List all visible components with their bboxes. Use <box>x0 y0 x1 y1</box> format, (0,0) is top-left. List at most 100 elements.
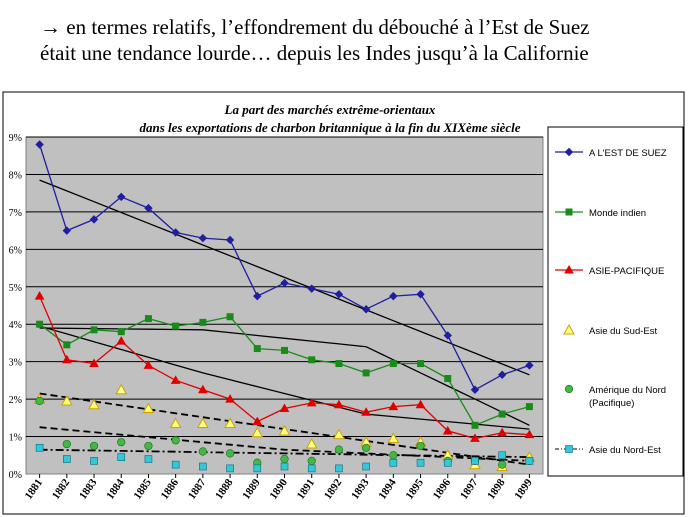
data-point <box>306 397 317 407</box>
y-tick-label: 6% <box>9 245 22 256</box>
data-point <box>253 291 262 301</box>
data-point <box>334 290 344 299</box>
chart-title-line-2: dans les exportations de charbon britann… <box>139 120 520 135</box>
data-point <box>197 417 209 428</box>
data-point <box>117 438 126 447</box>
data-point <box>563 323 575 335</box>
data-point <box>172 322 180 330</box>
data-point <box>470 385 480 394</box>
data-point <box>335 464 343 473</box>
data-point <box>471 421 479 429</box>
data-point <box>63 341 71 349</box>
data-point <box>34 291 45 300</box>
data-point <box>361 305 371 314</box>
series-group <box>35 443 534 473</box>
data-point <box>280 462 289 471</box>
data-point <box>389 360 397 368</box>
legend: A L'EST DE SUEZ Monde indien ASIE-PACIFIQU… <box>555 147 667 456</box>
data-point <box>36 320 44 328</box>
data-point <box>198 233 208 243</box>
series-group <box>34 291 535 442</box>
y-tick-label: 7% <box>9 208 22 219</box>
data-point <box>281 346 288 354</box>
data-point <box>525 457 534 465</box>
legend-entry: Monde indien <box>555 208 646 219</box>
data-point <box>497 370 507 379</box>
legend-label: (Pacifique) <box>589 398 634 409</box>
trendline <box>39 179 530 376</box>
data-point <box>443 458 452 467</box>
data-point <box>279 403 290 412</box>
data-point <box>308 356 316 364</box>
y-tick-label: 1% <box>9 433 22 444</box>
data-point <box>565 208 573 216</box>
series-group <box>35 396 534 469</box>
y-tick-label: 0% <box>9 470 22 481</box>
y-tick-label: 5% <box>9 283 22 294</box>
data-point <box>117 328 125 336</box>
data-point <box>362 369 370 377</box>
data-point <box>389 451 398 460</box>
data-point <box>564 147 574 157</box>
series <box>33 140 536 473</box>
legend-box <box>547 126 684 477</box>
data-point <box>280 278 289 288</box>
data-point <box>88 398 100 410</box>
data-point <box>144 441 153 451</box>
trendline <box>39 325 530 430</box>
data-point <box>89 358 99 368</box>
data-point <box>564 264 574 274</box>
y-tick-label: 8% <box>9 170 22 181</box>
data-point <box>35 443 44 452</box>
data-point <box>305 438 318 449</box>
y-tick-label: 3% <box>9 358 22 369</box>
data-point <box>278 424 291 436</box>
data-point <box>117 453 126 461</box>
data-point <box>417 360 425 368</box>
grid <box>26 136 543 438</box>
legend-label: Asie du Sud-Est <box>589 326 657 337</box>
legend-entry: Asie du Sud-Est <box>563 323 657 337</box>
data-point <box>171 228 180 237</box>
data-point <box>389 458 398 467</box>
data-point <box>90 326 98 334</box>
data-point <box>498 460 507 469</box>
data-point <box>362 443 371 452</box>
data-point <box>497 427 508 437</box>
data-point <box>117 192 126 202</box>
data-point <box>62 226 72 235</box>
legend-entry: Amérique du Nord (Pacifique) <box>564 384 666 409</box>
slide-title-line-1: → en termes relatifs, l’effondrement du … <box>40 15 590 39</box>
data-point <box>361 407 371 416</box>
data-point <box>199 318 207 326</box>
data-point <box>89 441 99 451</box>
data-point <box>35 396 44 406</box>
data-point <box>416 458 425 467</box>
data-point <box>362 462 370 471</box>
data-point <box>251 426 264 438</box>
chart-title-line-1: La part des marchés extrême-orientaux <box>224 102 436 117</box>
data-point <box>416 290 425 299</box>
y-axis: 0% 1% 2% 3% 4% 5% 6% 7% 8% 9% <box>9 133 22 481</box>
data-point <box>470 433 480 442</box>
data-point <box>60 394 73 406</box>
data-point <box>307 284 316 293</box>
data-point <box>89 215 99 224</box>
legend-label: Monde indien <box>589 208 646 219</box>
data-point <box>334 445 344 454</box>
data-point <box>389 291 398 301</box>
data-point <box>225 449 235 458</box>
data-point <box>116 336 127 345</box>
data-point <box>225 235 235 245</box>
data-point <box>333 428 345 440</box>
slide-title: → en termes relatifs, l’effondrement du … <box>40 14 680 66</box>
data-point <box>388 401 399 411</box>
data-point <box>335 360 343 368</box>
data-point <box>443 331 452 340</box>
data-point <box>253 464 262 473</box>
data-point <box>307 464 316 473</box>
y-tick-label: 9% <box>9 133 22 144</box>
y-tick-label: 4% <box>9 320 22 331</box>
data-point <box>564 384 574 394</box>
